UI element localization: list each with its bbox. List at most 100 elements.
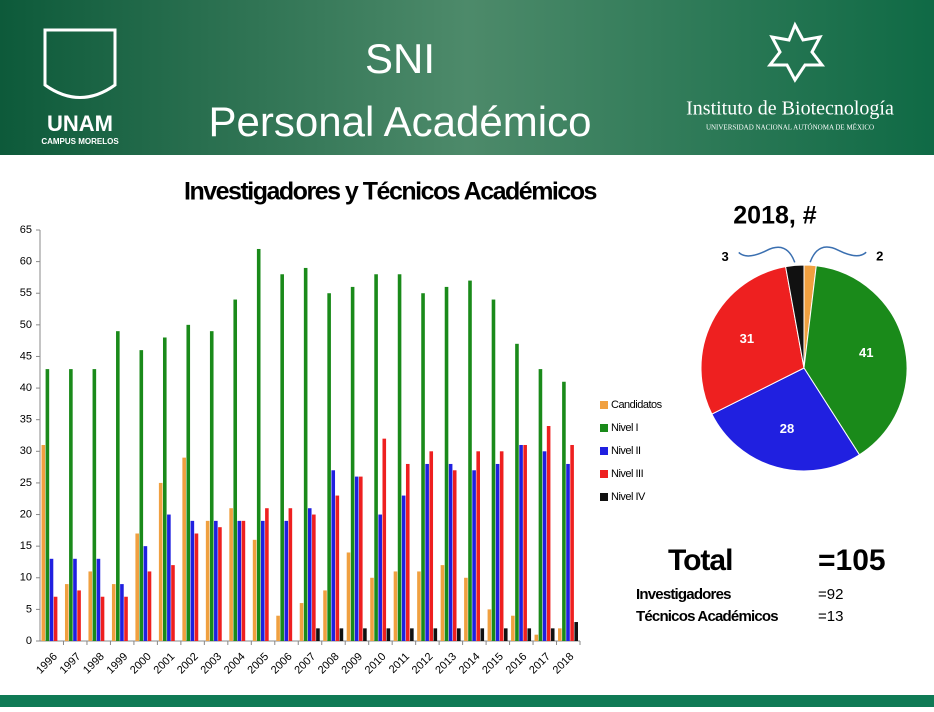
bar — [135, 534, 139, 641]
bar — [210, 331, 214, 641]
x-tick-label: 2003 — [198, 651, 224, 677]
bar — [195, 534, 199, 641]
bar — [387, 628, 391, 641]
bar — [480, 628, 484, 641]
unam-sub: CAMPUS MORELOS — [41, 137, 119, 146]
bar — [304, 268, 308, 641]
legend-label: Nivel II — [611, 445, 641, 457]
bar — [148, 571, 152, 641]
y-tick-label: 25 — [20, 477, 32, 489]
bar — [472, 470, 476, 641]
x-tick-label: 1996 — [34, 651, 60, 677]
bar — [453, 470, 457, 641]
y-tick-label: 5 — [26, 603, 32, 615]
x-tick-label: 2009 — [339, 651, 365, 677]
y-tick-label: 60 — [20, 256, 32, 268]
legend-swatch — [600, 493, 608, 501]
bar — [511, 616, 515, 641]
bar — [97, 559, 101, 641]
bar — [69, 369, 73, 641]
bar — [50, 559, 54, 641]
bar — [124, 597, 128, 641]
bar — [242, 521, 246, 641]
bar — [457, 628, 461, 641]
bar — [417, 571, 421, 641]
bar — [229, 508, 233, 641]
x-tick-label: 1998 — [81, 651, 107, 677]
title-line2: Personal Académico — [209, 98, 592, 145]
bar — [374, 274, 378, 641]
y-tick-label: 15 — [20, 540, 32, 552]
bar — [54, 597, 58, 641]
y-tick-label: 65 — [20, 224, 32, 236]
x-tick-label: 2005 — [245, 651, 271, 677]
legend-swatch — [600, 447, 608, 455]
x-tick-label: 2013 — [433, 651, 459, 677]
bar — [398, 274, 402, 641]
bar — [140, 350, 144, 641]
y-tick-label: 20 — [20, 508, 32, 520]
legend-label: Candidatos — [611, 399, 663, 411]
legend-label: Nivel IV — [611, 491, 646, 503]
bar — [336, 496, 340, 641]
bar — [434, 628, 438, 641]
legend-swatch — [600, 401, 608, 409]
bar — [464, 578, 468, 641]
bar — [535, 635, 539, 641]
bar — [394, 571, 398, 641]
bar — [355, 477, 359, 641]
bar — [574, 622, 578, 641]
x-tick-label: 2007 — [292, 651, 318, 677]
bar — [425, 464, 429, 641]
bar — [77, 590, 81, 641]
bar — [492, 300, 496, 641]
bar — [410, 628, 414, 641]
bar — [378, 515, 382, 641]
bar — [144, 546, 148, 641]
bar — [116, 331, 120, 641]
bar — [351, 287, 355, 641]
bar — [406, 464, 410, 641]
legend-swatch — [600, 424, 608, 432]
bar — [449, 464, 453, 641]
bar — [323, 590, 327, 641]
x-tick-label: 2004 — [222, 651, 248, 677]
bar — [331, 470, 335, 641]
bar — [515, 344, 519, 641]
bar — [171, 565, 175, 641]
bar — [402, 496, 406, 641]
y-tick-label: 50 — [20, 319, 32, 331]
ibt-logo: Instituto de Biotecnología — [686, 98, 894, 120]
bar — [276, 616, 280, 641]
bar — [566, 464, 570, 641]
total-label: Total — [668, 544, 732, 577]
legend-label: Nivel I — [611, 422, 639, 434]
bar — [167, 515, 171, 641]
bar — [300, 603, 304, 641]
bar — [73, 559, 77, 641]
bar — [120, 584, 124, 641]
footer-band — [0, 695, 934, 707]
pie-label: 3 — [722, 249, 729, 264]
bar — [206, 521, 210, 641]
bar — [363, 628, 367, 641]
bar — [370, 578, 374, 641]
page: {"header": {"title_line1": "SNI", "title… — [0, 0, 934, 707]
y-tick-label: 45 — [20, 350, 32, 362]
bar — [284, 521, 288, 641]
total-value: =105 — [818, 544, 886, 577]
pie-label: 41 — [859, 345, 873, 360]
x-tick-label: 1999 — [105, 651, 131, 677]
bar — [504, 628, 508, 641]
bar — [218, 527, 222, 641]
x-tick-label: 2017 — [527, 651, 553, 677]
bar — [347, 552, 351, 641]
bar — [421, 293, 425, 641]
x-tick-label: 2016 — [504, 651, 530, 677]
x-tick-label: 2012 — [410, 651, 436, 677]
total-row-label: Técnicos Académicos — [636, 608, 778, 625]
x-tick-label: 2010 — [363, 651, 389, 677]
bar — [46, 369, 50, 641]
bar — [562, 382, 566, 641]
bar — [88, 571, 92, 641]
